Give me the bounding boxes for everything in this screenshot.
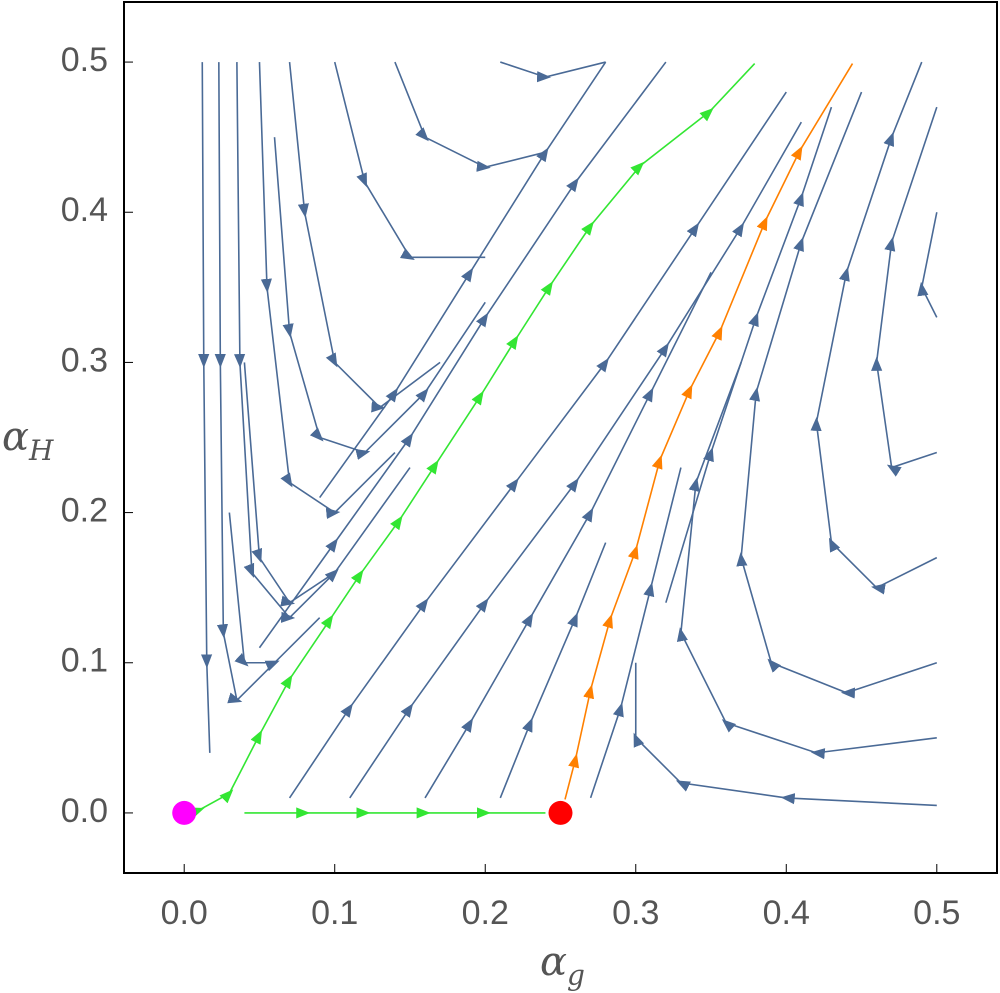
x-tick-label: 0.5 (913, 894, 960, 932)
x-label-symbol: α (540, 939, 567, 985)
streamline (810, 61, 938, 595)
x-axis-label: αg (540, 939, 585, 992)
streamline (243, 362, 411, 607)
streamline (333, 61, 486, 261)
streamline (394, 61, 546, 172)
x-tick-label: 0.3 (612, 894, 659, 932)
streamline (633, 662, 937, 807)
fixed-point (172, 800, 197, 825)
streamline (228, 512, 321, 672)
streamline (288, 91, 787, 799)
streamline (500, 61, 606, 83)
y-tick-label: 0.4 (61, 191, 108, 229)
streamline (349, 121, 803, 799)
y-tick-label: 0.1 (61, 642, 108, 680)
frame (123, 1, 998, 874)
y-label-subscript: H (28, 434, 54, 467)
y-axis-label: αH (2, 414, 54, 467)
x-tick-label: 0.0 (161, 894, 208, 932)
streamline (234, 62, 336, 623)
streamline (736, 91, 938, 699)
y-label-symbol: α (2, 414, 29, 460)
fixed-point (548, 800, 573, 825)
streamline (198, 62, 213, 753)
streamline (424, 271, 712, 799)
y-tick-label: 0.0 (61, 792, 108, 830)
x-tick-label: 0.4 (763, 894, 810, 932)
x-label-subscript: g (567, 959, 585, 992)
streamline (871, 106, 938, 477)
x-tick-label: 0.2 (462, 894, 509, 932)
x-tick-label: 0.1 (311, 894, 358, 932)
streamline (319, 61, 607, 499)
streamline (499, 542, 607, 799)
streamline (917, 212, 938, 318)
streamline (665, 106, 833, 603)
streamline (676, 362, 937, 760)
streamline (273, 137, 486, 460)
streamline (258, 62, 396, 519)
streamline (589, 467, 682, 799)
y-tick-label: 0.2 (61, 492, 108, 530)
plot-area (172, 61, 938, 825)
streamline (258, 61, 667, 649)
y-tick-label: 0.5 (61, 41, 108, 79)
streamline (214, 62, 276, 704)
y-tick-label: 0.3 (61, 341, 108, 379)
